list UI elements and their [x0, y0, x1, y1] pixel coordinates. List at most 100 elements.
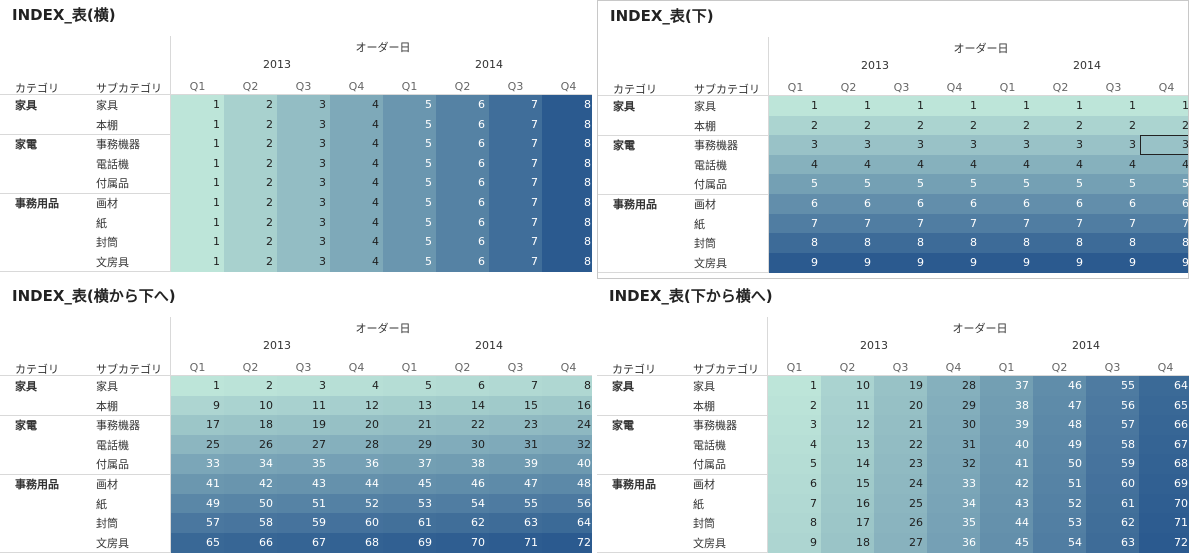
table-cell: 50 — [1033, 454, 1086, 475]
table-cell: 1 — [171, 114, 224, 135]
category-header: カテゴリ — [613, 83, 657, 96]
table-cell: 46 — [436, 474, 489, 495]
table-cell: 15 — [821, 474, 874, 495]
table-cell: 5 — [383, 173, 436, 194]
table-cell: 1 — [1140, 96, 1188, 117]
table-cell: 13 — [383, 395, 436, 416]
group-divider — [597, 474, 768, 475]
table-cell: 4 — [1140, 154, 1188, 175]
table-cell: 2 — [928, 115, 981, 136]
table-cell: 1 — [171, 251, 224, 272]
subcategory-label: 紙 — [96, 216, 107, 230]
table-cell: 6 — [436, 153, 489, 174]
table-cell: 4 — [822, 154, 875, 175]
table-cell: 1 — [1087, 96, 1140, 117]
quarter-label: Q2 — [1051, 361, 1068, 374]
group-divider — [598, 135, 769, 137]
table-cell: 1 — [171, 376, 224, 397]
subcategory-label: 画材 — [693, 478, 715, 491]
table-cell: 3 — [928, 135, 981, 156]
subcategory-label: 事務機器 — [96, 138, 140, 152]
table-cell: 4 — [330, 212, 383, 233]
table-cell: 9 — [768, 532, 821, 553]
table-cell: 2 — [224, 212, 277, 233]
quarter-label: Q3 — [295, 80, 312, 93]
category-header: カテゴリ — [612, 363, 656, 376]
table-cell: 7 — [489, 173, 542, 194]
chart-title: INDEX_表(横) — [12, 6, 116, 24]
table-cell: 7 — [1087, 213, 1140, 234]
table-cell: 2 — [224, 193, 277, 214]
table-cell: 32 — [542, 434, 592, 455]
subcategory-header: サブカテゴリ — [693, 363, 759, 376]
subcategory-label: 紙 — [693, 497, 704, 511]
table-cell: 11 — [821, 395, 874, 416]
table-cell: 4 — [928, 154, 981, 175]
table-cell: 49 — [1033, 434, 1086, 455]
table-cell: 1 — [981, 96, 1034, 117]
table-cell: 2 — [1140, 115, 1188, 136]
table-cell: 9 — [769, 252, 822, 273]
table-cell: 3 — [1034, 135, 1087, 156]
table-cell: 5 — [383, 134, 436, 155]
table-cell: 50 — [224, 493, 277, 514]
table-cell: 34 — [927, 493, 980, 514]
table-cell: 27 — [277, 434, 330, 455]
table-cell: 61 — [1086, 493, 1139, 514]
chart-title: INDEX_表(横から下へ) — [12, 287, 176, 305]
table-cell: 3 — [981, 135, 1034, 156]
year-label: 2013 — [263, 58, 291, 71]
table-cell: 3 — [277, 114, 330, 135]
quarter-label: Q2 — [242, 361, 259, 374]
quarter-label: Q3 — [1104, 361, 1121, 374]
quarter-label: Q1 — [189, 361, 206, 374]
subcategory-label: 事務機器 — [693, 419, 737, 433]
quarter-label: Q3 — [1105, 81, 1122, 94]
subcategory-label: 事務機器 — [96, 419, 140, 433]
quarter-label: Q1 — [401, 361, 418, 374]
table-cell: 5 — [928, 174, 981, 195]
table-cell: 62 — [436, 513, 489, 534]
year-label: 2014 — [1072, 339, 1100, 352]
table-cell: 58 — [1086, 434, 1139, 455]
table-cell: 22 — [874, 434, 927, 455]
table-cell: 10 — [821, 376, 874, 397]
table-cell: 17 — [821, 513, 874, 534]
table-cell: 9 — [822, 252, 875, 273]
bottom-line — [0, 271, 592, 273]
table-cell: 57 — [1086, 415, 1139, 436]
table-cell: 2 — [768, 395, 821, 416]
table-cell: 9 — [1140, 252, 1188, 273]
table-cell: 3 — [768, 415, 821, 436]
table-cell: 5 — [1034, 174, 1087, 195]
table-cell: 7 — [875, 213, 928, 234]
quarter-label: Q2 — [454, 80, 471, 93]
table-cell: 45 — [383, 474, 436, 495]
table-cell: 44 — [980, 513, 1033, 534]
table-cell: 5 — [875, 174, 928, 195]
table-cell: 5 — [383, 114, 436, 135]
table-cell: 5 — [1140, 174, 1188, 195]
table-cell: 13 — [821, 434, 874, 455]
subcategory-header: サブカテゴリ — [694, 83, 760, 96]
table-cell: 8 — [822, 233, 875, 254]
table-cell: 8 — [981, 233, 1034, 254]
subcategory-label: 付属品 — [96, 458, 129, 472]
table-cell: 24 — [874, 474, 927, 495]
table-cell: 1 — [769, 96, 822, 117]
quarter-label: Q3 — [507, 80, 524, 93]
table-cell: 55 — [1086, 376, 1139, 397]
table-cell: 29 — [927, 395, 980, 416]
table-cell: 59 — [277, 513, 330, 534]
category-label: 家具 — [15, 99, 37, 112]
category-label: 事務用品 — [15, 197, 59, 210]
category-label: 家電 — [613, 139, 635, 153]
subcategory-label: 本棚 — [693, 399, 715, 413]
table-cell: 6 — [768, 474, 821, 495]
bottom-line — [598, 272, 1188, 274]
table-cell: 6 — [928, 194, 981, 215]
table-cell: 7 — [489, 95, 542, 116]
table-cell: 8 — [542, 134, 592, 155]
table-cell: 2 — [224, 376, 277, 397]
subcategory-label: 付属品 — [693, 458, 726, 472]
